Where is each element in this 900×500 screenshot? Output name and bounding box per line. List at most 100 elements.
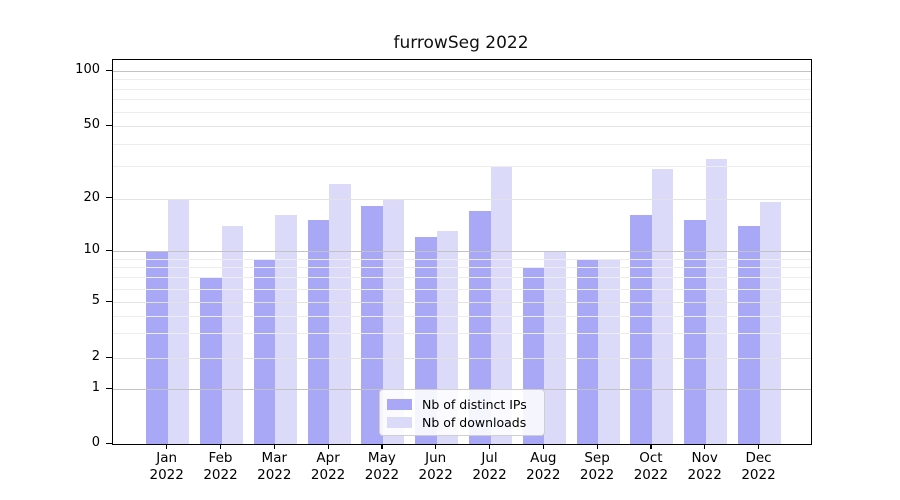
year-label: 2022 [149, 467, 184, 483]
month-label: Sep [584, 450, 610, 466]
y-tick-label-0: 0 [91, 435, 100, 450]
bar-ips-mar [253, 258, 276, 444]
month-label: Oct [639, 450, 663, 466]
gridline-minor-4 [113, 315, 811, 317]
legend-swatch-distinct-ips [387, 398, 412, 410]
month-label: Jan [156, 450, 178, 466]
y-tick-2 [106, 356, 112, 358]
gridline-minor-70 [113, 99, 811, 101]
gridline-20 [113, 198, 811, 200]
gridline-minor-6 [113, 288, 811, 290]
year-label: 2022 [364, 467, 400, 483]
month-label: Nov [691, 450, 718, 466]
bar-ips-feb [200, 277, 222, 444]
bar-ips-oct [630, 215, 652, 444]
bar-ips-nov [684, 220, 706, 444]
bar-ips-jan [146, 251, 168, 444]
gridline-minor-40 [113, 143, 811, 145]
y-tick-0 [106, 442, 112, 444]
bar-ips-may [361, 206, 383, 444]
bar-downloads-sep [598, 258, 620, 444]
gridline-50 [113, 126, 811, 127]
month-label: Jul [481, 450, 498, 466]
gridline-minor-90 [113, 79, 811, 81]
x-tick-label-jul: Jul 2022 [460, 450, 520, 484]
y-tick-label-10: 10 [83, 242, 100, 257]
month-label: Dec [745, 450, 772, 466]
bar-downloads-apr [329, 184, 351, 444]
x-tick-aug [542, 444, 545, 449]
chart-title: furrowSeg 2022 [393, 33, 529, 53]
y-tick-50 [106, 124, 112, 126]
x-tick-apr [327, 444, 329, 449]
legend-label-downloads: Nb of downloads [422, 414, 527, 430]
year-label: 2022 [203, 467, 238, 483]
y-tick-100 [106, 69, 112, 71]
y-tick-label-1: 1 [91, 380, 100, 395]
y-tick-label-20: 20 [83, 189, 100, 205]
legend: Nb of distinct IPs Nb of downloads [379, 389, 545, 436]
x-tick-may [381, 444, 383, 449]
y-tick-10 [106, 249, 112, 251]
gridline-100 [113, 71, 811, 72]
gridline-minor-9 [113, 258, 811, 260]
x-tick-label-may: May 2022 [352, 450, 412, 484]
x-tick-oct [650, 444, 652, 449]
legend-item-downloads: Nb of downloads [387, 413, 536, 431]
bar-downloads-oct [651, 169, 674, 444]
y-tick-5 [106, 300, 112, 302]
legend-item-distinct-ips: Nb of distinct IPs [387, 395, 536, 413]
x-tick-feb [220, 444, 222, 449]
plot-area [112, 59, 812, 445]
gridline-minor-3 [113, 333, 811, 335]
year-label: 2022 [526, 467, 561, 483]
year-label: 2022 [418, 467, 453, 483]
year-label: 2022 [741, 467, 776, 483]
month-label: May [367, 450, 396, 466]
gridline-minor-7 [113, 277, 811, 279]
x-tick-label-jan: Jan 2022 [137, 450, 197, 484]
x-tick-jun [435, 444, 437, 449]
gridline-2 [113, 358, 811, 359]
y-tick-label-5: 5 [91, 293, 100, 308]
x-tick-nov [704, 444, 706, 449]
y-tick-20 [106, 197, 112, 199]
x-tick-mar [273, 444, 276, 449]
x-tick-sep [596, 444, 598, 449]
month-label: Mar [261, 450, 288, 466]
x-tick-label-aug: Aug 2022 [513, 450, 573, 484]
y-tick-label-100: 100 [75, 62, 100, 77]
x-tick-label-dec: Dec 2022 [729, 450, 789, 484]
gridline-minor-60 [113, 111, 811, 113]
month-label: Aug [530, 450, 557, 466]
bar-ips-sep [576, 258, 599, 444]
x-tick-label-mar: Mar 2022 [244, 450, 304, 484]
x-tick-label-feb: Feb 2022 [191, 450, 251, 484]
gridline-minor-8 [113, 267, 811, 269]
year-label: 2022 [257, 467, 292, 483]
year-label: 2022 [687, 467, 722, 483]
y-tick-label-2: 2 [91, 349, 100, 364]
x-tick-label-jun: Jun 2022 [406, 450, 466, 484]
legend-swatch-downloads [387, 416, 412, 428]
gridline-10 [113, 251, 811, 252]
bar-ips-apr [307, 220, 330, 444]
year-label: 2022 [633, 467, 669, 483]
gridline-minor-80 [113, 88, 811, 90]
gridline-minor-30 [113, 166, 811, 168]
bar-downloads-aug [544, 251, 566, 444]
year-label: 2022 [579, 467, 615, 483]
bar-downloads-mar [275, 215, 297, 444]
bar-downloads-jan [167, 198, 190, 444]
year-label: 2022 [472, 467, 507, 483]
month-label: Feb [208, 450, 233, 466]
bar-ips-jul [469, 210, 491, 444]
y-tick-1 [106, 387, 112, 389]
bar-downloads-jul [490, 166, 512, 444]
x-tick-label-nov: Nov 2022 [675, 450, 735, 484]
bar-downloads-dec [759, 202, 781, 444]
y-tick-label-50: 50 [83, 117, 100, 132]
bar-downloads-nov [705, 158, 728, 444]
x-tick-label-sep: Sep 2022 [567, 450, 627, 484]
